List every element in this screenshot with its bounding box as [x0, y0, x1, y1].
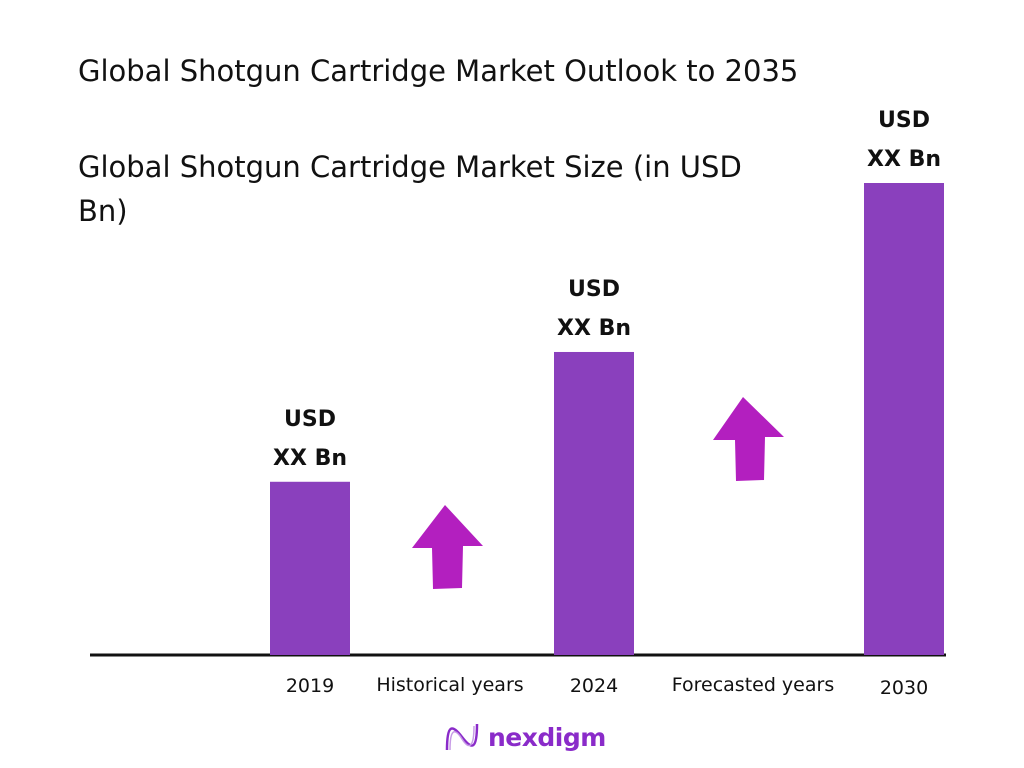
bar-2030: [864, 183, 944, 655]
arrow-up-icon: [412, 505, 483, 589]
period-label-forecasted: Forecasted years: [672, 674, 834, 696]
data-label-currency: USD: [568, 277, 620, 302]
bar-2019: [270, 481, 350, 655]
brand-name: nexdigm: [488, 722, 606, 752]
period-label-historical: Historical years: [376, 674, 523, 696]
chart-title: Global Shotgun Cartridge Market Outlook …: [78, 54, 799, 88]
data-label-value: XX Bn: [273, 446, 347, 471]
chart-subtitle: Global Shotgun Cartridge Market Size (in…: [78, 150, 742, 228]
data-label-currency: USD: [878, 108, 930, 133]
x-tick-label: 2030: [880, 677, 928, 699]
x-tick-label: 2019: [286, 675, 334, 697]
data-label-value: XX Bn: [867, 147, 941, 172]
arrow-up-icon: [713, 397, 784, 481]
data-label-value: XX Bn: [557, 316, 631, 341]
bar-2024: [554, 351, 634, 655]
x-tick-label: 2024: [570, 675, 618, 697]
nexdigm-wave-icon: [445, 723, 479, 751]
data-label-currency: USD: [284, 407, 336, 432]
nexdigm-logo: nexdigm: [444, 722, 606, 752]
